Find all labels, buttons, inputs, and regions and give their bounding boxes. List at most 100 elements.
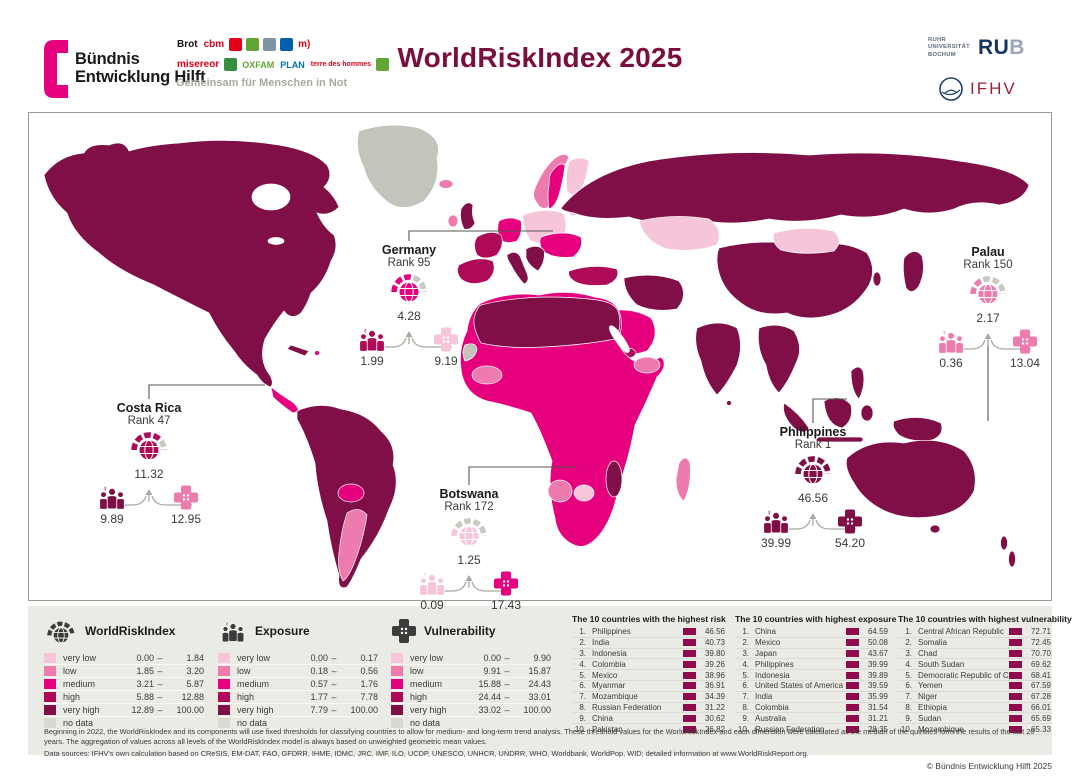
color-swatch — [391, 666, 403, 676]
partner-logo-medico: m) — [298, 39, 311, 50]
vulnerability-cross-icon — [392, 619, 416, 643]
ifhv-logo: IFHV — [938, 76, 1017, 102]
worldriskindex-gauge-icon — [131, 432, 167, 460]
value-bar — [1009, 682, 1022, 690]
map-region-philippines — [850, 366, 865, 400]
color-swatch — [391, 653, 403, 663]
map-region-ukraine — [539, 232, 582, 258]
legend-exposure: Exposure very low 0.00–0.17 low 0.18–0.56 … — [218, 616, 378, 730]
legend-row: very high 7.79–100.00 — [218, 704, 378, 717]
partner-logos: Brot cbm m) misereor OXFAM PLAN terre de… — [176, 36, 390, 89]
ifhv-swirl-icon — [939, 77, 963, 101]
value-bar — [683, 725, 696, 733]
map-region-mongolia — [772, 228, 840, 254]
table-row: 5.Democratic Republic of Congo68.41 — [898, 670, 1051, 681]
callout-rank: Rank 172 — [444, 501, 494, 513]
table-title: The 10 countries with highest exposure — [735, 614, 897, 624]
table-row: 10. Pakistan 26.82 — [572, 724, 725, 735]
value-bar — [683, 660, 696, 668]
branch-connector — [770, 513, 856, 530]
table-row: 1. Central African Republic 72.71 — [898, 627, 1051, 638]
partner-logo-icon — [376, 58, 390, 71]
legend-row: medium 3.21–5.87 — [44, 678, 204, 691]
color-swatch — [218, 705, 230, 715]
color-swatch — [218, 666, 230, 676]
callout-costa-rica: Costa Rica Rank 47 11.32 — [89, 401, 209, 526]
value-bar — [683, 628, 696, 636]
table-highest-exposure: The 10 countries with highest exposure 1… — [735, 614, 897, 735]
callout-philippines: Philippines Rank 1 46.56 — [753, 425, 873, 550]
map-region-java — [816, 436, 864, 443]
color-swatch — [218, 692, 230, 702]
table-row: 9. Sudan 65.69 — [898, 713, 1051, 725]
legend-row: low 9.91–15.87 — [391, 665, 551, 678]
partner-logo-misereor: misereor — [177, 59, 220, 70]
legend-row: no data — [44, 717, 204, 730]
table-row: 9. China 30.62 — [572, 713, 725, 725]
wri-value: 1.25 — [457, 553, 481, 567]
value-bar — [846, 628, 859, 636]
legend-vulnerability: Vulnerability very low 0.00–9.90 low 9.91–… — [391, 616, 551, 730]
footnote: Beginning in 2022, the WorldRiskIndex an… — [44, 727, 1038, 759]
map-region-australia — [845, 440, 976, 518]
exposure-people-icon — [99, 484, 125, 510]
partner-logo-icon — [229, 38, 243, 51]
branch-connector — [945, 333, 1031, 350]
value-bar — [846, 693, 859, 701]
map-region-sri-lanka — [726, 400, 732, 406]
value-bar — [683, 639, 696, 647]
partner-logo-oxfam: OXFAM — [242, 59, 275, 70]
value-bar — [846, 639, 859, 647]
table-row: 9. Australia 31.21 — [735, 713, 888, 725]
map-region-uk — [460, 202, 476, 230]
table-row: 3. Japan 43.67 — [735, 649, 888, 660]
legend-row: high 24.44–33.01 — [391, 691, 551, 704]
value-bar — [846, 649, 859, 657]
rub-institution: RUHR — [928, 37, 946, 44]
table-row: 5. Mexico 38.96 — [572, 670, 725, 681]
value-bar — [846, 725, 859, 733]
buendnis-logo: Bündnis Entwicklung Hilft — [44, 40, 206, 98]
exposure-value: 0.36 — [939, 356, 963, 370]
wri-value: 4.28 — [397, 309, 421, 323]
map-region-china — [716, 241, 873, 319]
map-region-mozambique — [605, 460, 623, 498]
map-region-greenland — [357, 124, 439, 208]
exposure-people-icon — [419, 570, 445, 596]
map-region-borneo — [823, 397, 852, 429]
value-bar — [846, 703, 859, 711]
legend-row: very low 0.00–1.84 — [44, 652, 204, 665]
map-region-sweden — [547, 163, 566, 210]
value-bar — [683, 682, 696, 690]
map-region-new-zealand-north — [1000, 535, 1008, 551]
branch-connector — [426, 575, 512, 592]
vulnerability-cross-icon — [838, 509, 862, 534]
legend-title: Vulnerability — [424, 624, 496, 638]
legend-title: WorldRiskIndex — [85, 624, 176, 638]
world-map-svg — [43, 124, 1030, 589]
table-row: 2. Mexico 50.08 — [735, 638, 888, 649]
map-region-argentina — [338, 509, 368, 582]
exposure-people-icon — [938, 328, 964, 354]
connector-germany — [408, 230, 553, 241]
value-bar — [1009, 714, 1022, 722]
table-row: 2. India 40.73 — [572, 638, 725, 649]
value-bar — [683, 649, 696, 657]
map-region-iran — [623, 274, 684, 311]
table-row: 7. Niger 67.28 — [898, 692, 1051, 703]
rub-logo: RUHR UNIVERSITÄT BOCHUM RUB — [928, 36, 1025, 59]
vulnerability-value: 13.04 — [1009, 356, 1041, 370]
callout-country: Philippines — [779, 425, 847, 439]
wri-value: 46.56 — [797, 491, 829, 505]
table-title: The 10 countries with the highest risk — [572, 614, 726, 624]
legend-row: low 0.18–0.56 — [218, 665, 378, 678]
wri-value: 2.17 — [976, 311, 1000, 325]
map-region-central-america — [270, 386, 300, 414]
vulnerability-cross-icon — [1013, 329, 1037, 354]
partner-logo-tdh: terre des hommes — [310, 61, 372, 68]
value-bar — [1009, 693, 1022, 701]
color-swatch — [44, 666, 56, 676]
value-bar — [683, 703, 696, 711]
table-row: 3. Chad 70.70 — [898, 649, 1051, 660]
worldriskindex-gauge-icon — [47, 621, 75, 643]
